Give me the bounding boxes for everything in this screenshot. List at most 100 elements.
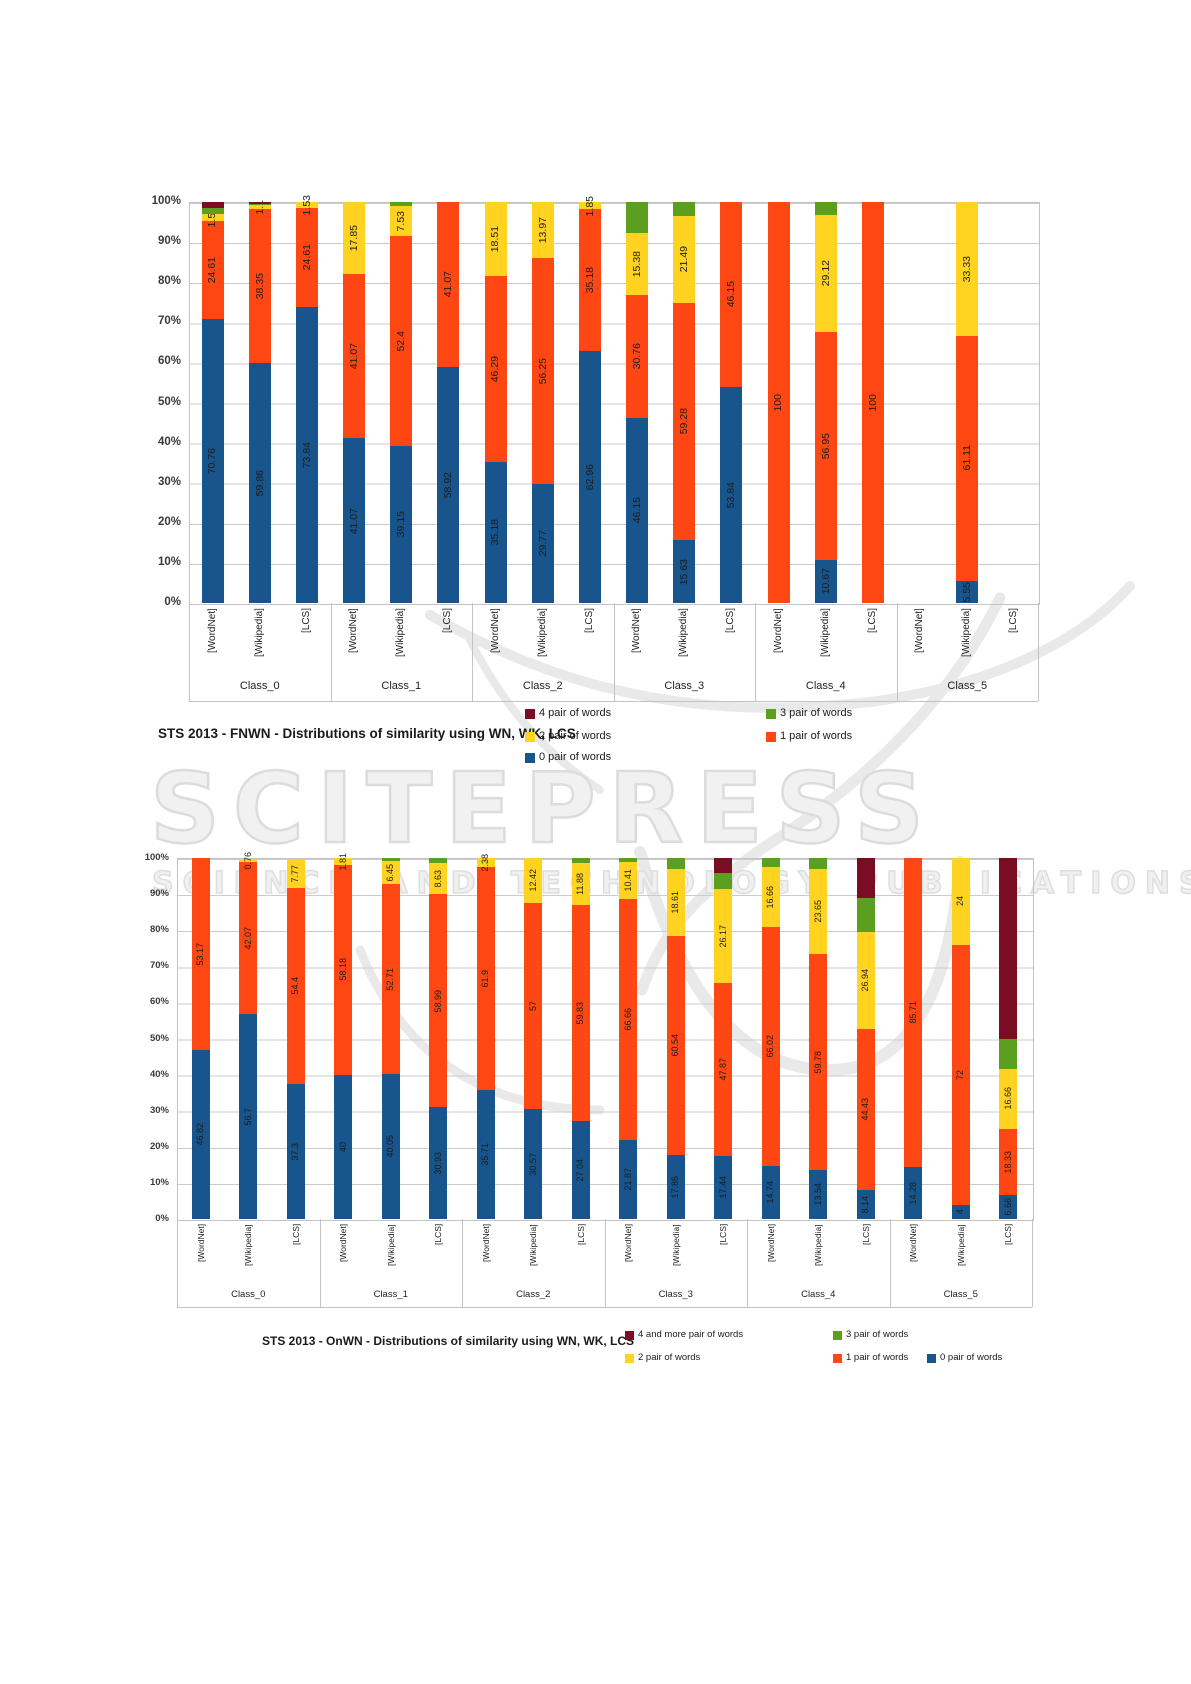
bar-segment: 35.71 xyxy=(476,1090,495,1219)
bar-segment-label: 16.66 xyxy=(1002,1087,1013,1110)
bar-segment: 46.82 xyxy=(191,1049,210,1219)
bar-source-label: [WordNet] xyxy=(348,608,360,653)
class-label: Class_4 xyxy=(805,680,846,692)
bar-segment: 37.3 xyxy=(286,1084,305,1219)
bar-source-label: [LCS] xyxy=(575,1224,586,1246)
bar-source-label: [Wikipedia] xyxy=(528,1224,539,1266)
bar-segment xyxy=(248,202,271,204)
bar-source-label: [WordNet] xyxy=(206,608,218,653)
group-separator xyxy=(1038,603,1039,701)
group-separator xyxy=(614,603,615,701)
class-label: Class_5 xyxy=(943,1288,978,1300)
bar-segment: 2.38 xyxy=(476,854,495,871)
bar-segment-label: 40.05 xyxy=(385,1135,396,1158)
bar-segment-label: 58.18 xyxy=(337,958,348,981)
y-axis-tick: 50% xyxy=(157,395,181,408)
legend-swatch xyxy=(927,1354,936,1363)
legend-label: 0 pair of words xyxy=(940,1352,1003,1363)
bar-segment: 24.61 xyxy=(201,220,224,320)
bar-segment-label: 70.76 xyxy=(206,447,219,475)
y-axis-tick: 80% xyxy=(157,275,181,288)
bar-segment-label: 16.66 xyxy=(765,886,776,909)
bar: 4 72 24 xyxy=(951,858,970,1219)
bar-segment: 41.07 xyxy=(343,438,366,603)
bar-segment: 40 xyxy=(334,1074,353,1219)
y-axis-tick: 100% xyxy=(144,852,169,863)
bar-segment: 59.83 xyxy=(571,905,590,1122)
bar-segment: 6.45 xyxy=(381,860,400,885)
bar-segment-label: 21.87 xyxy=(622,1168,633,1191)
bar-segment: 56.25 xyxy=(531,258,554,484)
bar-segment: 38.35 xyxy=(248,209,271,363)
bar-source-label: [Wikipedia] xyxy=(385,1224,396,1266)
y-axis-tick: 30% xyxy=(149,1104,169,1116)
bar: 100 xyxy=(767,202,790,603)
class-label: Class_0 xyxy=(239,680,280,692)
bar-segment xyxy=(761,858,780,868)
chart-title: STS 2013 - OnWN - Distributions of simil… xyxy=(262,1334,635,1348)
bar-source-label: [LCS] xyxy=(866,608,878,634)
bar-source-label: [Wikipedia] xyxy=(670,1224,681,1266)
class-label: Class_1 xyxy=(381,680,422,692)
bar-segment-label: 46.29 xyxy=(489,355,502,383)
bar-segment: 14.28 xyxy=(904,1167,923,1219)
bar-segment xyxy=(999,1038,1018,1069)
bar-segment xyxy=(619,858,638,862)
legend-label: 3 pair of words xyxy=(846,1329,909,1340)
bar-segment-label: 44.43 xyxy=(860,1098,871,1121)
bar-source-label: [LCS] xyxy=(300,608,312,634)
bar-segment xyxy=(381,858,400,861)
bar: 27.04 59.83 11.88 xyxy=(571,858,590,1219)
bar-segment: 66.66 xyxy=(619,899,638,1141)
bar: 73.84 24.61 1.53 xyxy=(295,195,318,603)
bar-segment-label: 15.63 xyxy=(678,558,690,585)
bar-segment-label: 53.17 xyxy=(195,942,206,966)
bar-segment: 13.54 xyxy=(809,1170,828,1219)
bar-segment: 30.93 xyxy=(429,1107,448,1219)
y-axis-tick: 50% xyxy=(149,1032,169,1044)
bar-source-label: [Wikipedia] xyxy=(961,608,973,657)
legend-swatch xyxy=(625,1331,634,1340)
legend-label: 4 and more pair of words xyxy=(638,1329,744,1340)
bar-segment-label: 56.25 xyxy=(536,357,549,384)
bar-segment xyxy=(248,203,271,205)
bar-source-label: [WordNet] xyxy=(489,608,501,653)
bar-segment-label: 2.38 xyxy=(480,853,491,872)
bar-segment-label: 46.15 xyxy=(725,281,738,308)
bar-source-label: [WordNet] xyxy=(195,1224,206,1263)
bar-segment-label: 29.77 xyxy=(536,530,549,557)
legend-label: 2 pair of words xyxy=(539,730,612,742)
bar-segment xyxy=(714,858,733,874)
bar-segment-label: 41.07 xyxy=(442,271,455,298)
bar-segment-label: 1.81 xyxy=(337,852,348,871)
bar-segment: 26.17 xyxy=(714,888,733,984)
bar-segment: 59.78 xyxy=(809,954,828,1171)
bar-segment: 41.07 xyxy=(437,202,460,367)
y-axis-tick: 80% xyxy=(149,924,169,936)
bar-segment: 59.86 xyxy=(248,362,271,603)
bar-segment: 62.96 xyxy=(578,350,601,603)
bar-segment: 33.33 xyxy=(956,202,979,336)
bar-source-label: [WordNet] xyxy=(908,1224,919,1263)
bar-segment: 17.44 xyxy=(714,1156,733,1219)
bar-segment xyxy=(571,858,590,863)
bar-segment-label: 62.96 xyxy=(583,463,596,490)
bar-segment-label: 30.76 xyxy=(630,343,643,370)
bar-segment-label: 17.86 xyxy=(670,1175,681,1199)
bar-segment: 46.29 xyxy=(484,276,507,462)
class-label: Class_3 xyxy=(658,1288,693,1300)
bar-segment: 16.66 xyxy=(999,1068,1018,1129)
bar-segment: 46.15 xyxy=(626,417,649,603)
y-axis-tick: 70% xyxy=(149,960,169,972)
bar-segment-label: 57 xyxy=(527,1000,538,1011)
bar-segment: 59.28 xyxy=(673,302,696,541)
bar-source-label: [WordNet] xyxy=(765,1224,776,1263)
bar: 62.96 35.18 1.85 xyxy=(578,196,601,603)
bar-segment-label: 10.41 xyxy=(622,869,633,892)
bar-source-label: [LCS] xyxy=(433,1224,444,1246)
axis-bottom-line xyxy=(189,701,1038,702)
group-separator xyxy=(755,603,756,701)
bar-segment-label: 61.11 xyxy=(961,445,973,471)
bar: 35.18 46.29 18.51 xyxy=(484,202,507,603)
legend-swatch xyxy=(833,1354,842,1363)
